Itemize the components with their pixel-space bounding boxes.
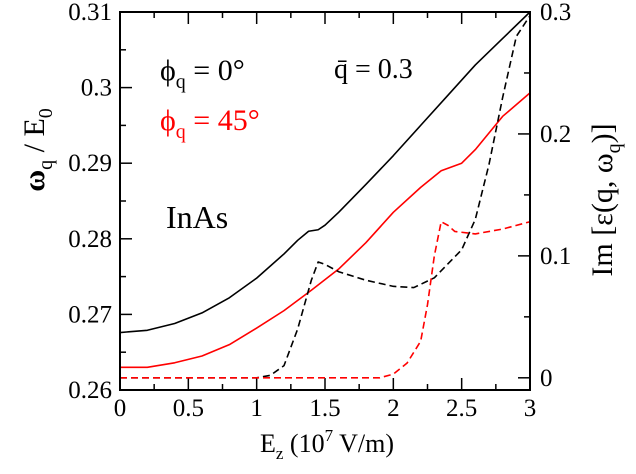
annotation-phi-0: ϕq = 0° [160,54,245,93]
phi0-sub: q [176,71,186,93]
x-title-open: (10 [283,429,324,458]
y-left-tick-label: 0.26 [68,377,112,404]
x-title-close: V/m) [333,429,394,458]
x-tick-label: 1 [250,395,263,422]
y-left-title-sub: q [35,160,57,170]
annotation-qbar: q̄ = 0.3 [334,54,413,85]
x-tick-label: 0 [114,395,127,422]
qbar-value: = 0.3 [348,54,413,85]
y-left-tick-label: 0.3 [81,75,112,102]
y-right-tick-label: 0.2 [540,121,571,148]
x-title-sub: z [276,444,284,463]
phi0-symbol: ϕ [160,54,176,87]
y-left-tick-label: 0.31 [68,0,112,26]
annotation-phi-45: ϕq = 45° [160,104,260,143]
y-left-tick-label: 0.28 [68,226,112,253]
x-axis-title: Ez (107 V/m) [260,426,394,463]
y-right-title-main: Im [ε(q, ω [586,153,619,276]
y-right-title-close: )] [586,123,619,143]
series-line-2 [120,92,531,369]
series-line-3 [120,15,531,379]
x-title-main: E [260,429,276,458]
y-left-tick-label: 0.29 [68,150,112,177]
y-right-title-sub: q [603,143,625,153]
y-right-axis-title: Im [ε(q, ωq)] [586,123,625,276]
y-left-axis-title: ωq / E0 [18,108,57,192]
x-tick-label: 1.5 [309,395,340,422]
y-right-tick-label: 0.1 [540,243,571,270]
y-left-title-main: ω [18,170,51,192]
material-label: InAs [166,199,228,235]
x-tick-label: 2 [387,395,400,422]
x-title-sup: 7 [325,426,334,445]
y-left-title-div: / E [18,118,51,160]
y-right-tick-label: 0.3 [540,0,571,26]
y-right-tick-label: 0 [540,365,553,392]
qbar-symbol: q̄ [334,54,348,85]
x-tick-label: 3 [524,395,537,422]
labels-layer: 0 0.5 1 1.5 2 2.5 3 0.26 0.27 0.28 0.29 0.3 0.31 0 0.1… [68,0,571,422]
x-tick-label: 2.5 [446,395,477,422]
phi0-value: = 0° [186,54,245,87]
plot-frame [119,11,531,391]
phi45-symbol: ϕ [160,104,176,137]
phi45-sub: q [176,121,186,143]
series-line-4 [120,220,531,379]
x-tick-label: 0.5 [173,395,204,422]
series-layer [119,11,531,379]
y-left-title-sub2: 0 [35,108,57,118]
y-left-tick-label: 0.27 [68,301,112,328]
series-line-1 [119,11,531,334]
phi45-value: = 45° [186,104,260,137]
